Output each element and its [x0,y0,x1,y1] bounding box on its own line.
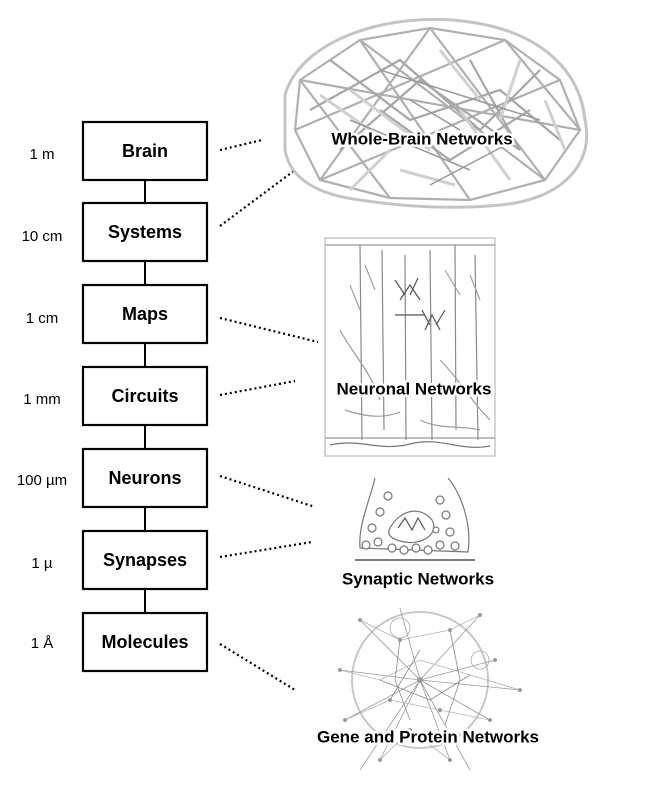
level-molecules: Molecules [81,611,209,673]
scale-label: 100 µm [17,472,67,489]
synapse-vesicle-drawing [355,477,475,561]
level-synapses: Synapses [81,529,209,591]
dotted-leaders [219,138,319,691]
level-box [81,529,209,591]
level-label: Maps [122,304,168,324]
protein-interaction-graph [338,607,522,771]
level-brain: Brain [81,120,209,182]
level-label: Molecules [101,632,188,652]
scale-label: 1 mm [23,391,61,408]
level-label: Neurons [108,468,181,488]
brain-graph-illustration [283,17,589,209]
network-label: Synaptic Networks [342,569,494,588]
scale-label: 1 µ [31,555,53,572]
level-box [81,201,209,263]
scale-label: 1 Å [31,635,54,652]
level-neurons: Neurons [81,447,209,509]
level-box [81,611,209,673]
level-box [81,365,209,427]
level-label: Synapses [103,550,187,570]
scale-label: 10 cm [22,228,63,245]
level-box [81,447,209,509]
level-systems: Systems [81,201,209,263]
scale-label: 1 m [29,146,54,163]
level-box [81,283,209,345]
network-label: Gene and Protein Networks [317,727,539,746]
level-label: Brain [122,141,168,161]
level-maps: Maps [81,283,209,345]
network-label: Neuronal Networks [337,379,492,398]
network-label: Whole-Brain Networks [331,129,512,148]
level-circuits: Circuits [81,365,209,427]
level-label: Circuits [111,386,178,406]
scale-labels: 1 m 10 cm 1 cm 1 mm 100 µm 1 µ 1 Å [17,146,67,652]
level-box [81,120,209,182]
level-label: Systems [108,222,182,242]
cortical-neuron-drawing [324,237,496,457]
scale-label: 1 cm [26,310,59,327]
